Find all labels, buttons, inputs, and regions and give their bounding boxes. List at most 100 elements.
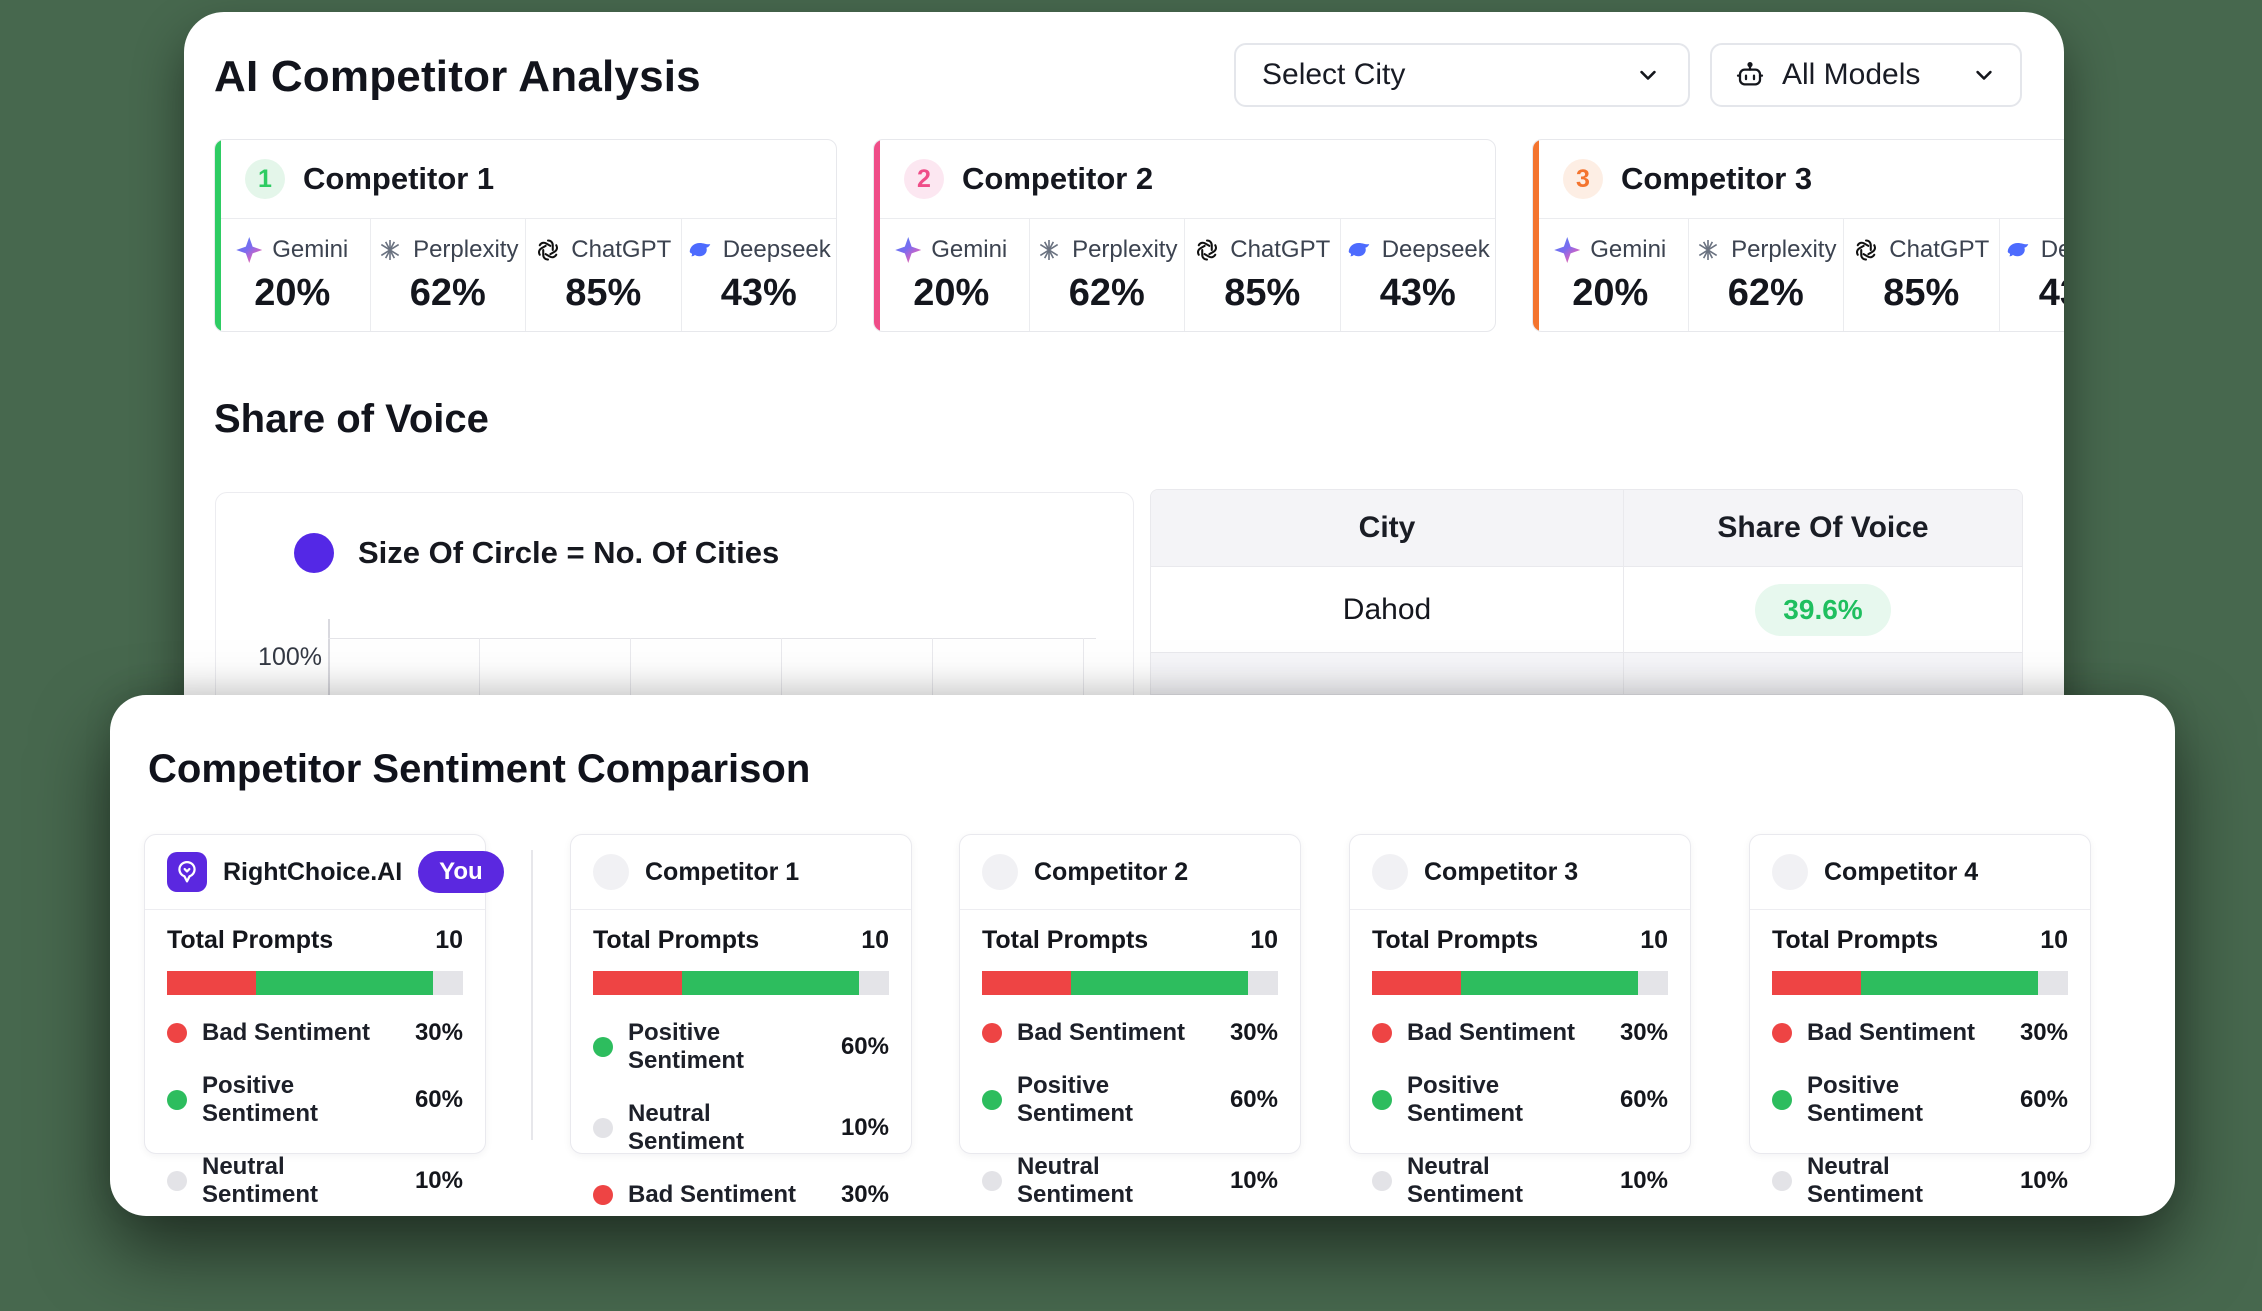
share-of-voice-title: Share of Voice — [214, 397, 489, 441]
sentiment-card-header: Competitor 4 — [1750, 835, 2090, 910]
entity-name: Competitor 1 — [645, 857, 800, 886]
sentiment-bar — [982, 971, 1278, 995]
total-prompts-label: Total Prompts — [1772, 926, 1939, 954]
model-stats: Gemini 20% Perplexity 62% ChatGPT 85% De… — [874, 219, 1495, 331]
share-badge: 39.6% — [1755, 583, 1891, 636]
sentiment-row-positive: Positive Sentiment 60% — [982, 1072, 1278, 1128]
sentiment-row-positive: Positive Sentiment 60% — [593, 1019, 889, 1075]
stat-chatgpt: ChatGPT 85% — [526, 219, 682, 331]
rank-badge: 3 — [1563, 159, 1603, 199]
gemini-icon — [895, 237, 922, 263]
table-row[interactable] — [1151, 652, 2022, 694]
rank-badge: 2 — [904, 159, 944, 199]
sentiment-row-positive: Positive Sentiment 60% — [1772, 1072, 2068, 1128]
stat-value: 43% — [1379, 272, 1456, 314]
total-prompts-label: Total Prompts — [167, 926, 334, 954]
total-prompts-label: Total Prompts — [593, 926, 760, 954]
competitor-1-header: 1 Competitor 1 — [215, 140, 836, 219]
sentiment-card-competitor-3: Competitor 3 Total Prompts 10 Bad Sentim… — [1349, 834, 1691, 1208]
bar-positive-segment — [255, 971, 434, 995]
city-cell: Dahod — [1151, 567, 1624, 652]
bar-bad-segment — [1372, 971, 1461, 995]
sentiment-card-header: Competitor 3 — [1350, 835, 1690, 910]
stat-perplexity: Perplexity 62% — [371, 219, 526, 331]
sentiment-row-neutral: Neutral Sentiment 10% — [982, 1153, 1278, 1209]
bar-bad-segment — [593, 971, 682, 995]
bad-dot-icon — [1372, 1023, 1392, 1043]
sentiment-row-positive: Positive Sentiment 60% — [167, 1072, 463, 1128]
competitor-2-header: 2 Competitor 2 — [874, 140, 1495, 219]
competitor-2-card: 2 Competitor 2 Gemini 20% Perplexity 62%… — [873, 139, 1496, 332]
sentiment-panel: Competitor Sentiment Comparison RightCho… — [110, 695, 2175, 1216]
total-prompts-value: 10 — [861, 926, 889, 954]
bar-bad-segment — [167, 971, 256, 995]
competitor-3-header: 3 Competitor 3 — [1533, 140, 2064, 219]
total-prompts-value: 10 — [1250, 926, 1278, 954]
vertical-divider — [531, 850, 533, 1140]
sentiment-card-header: RightChoice.AI You — [145, 835, 504, 910]
gemini-icon — [1554, 237, 1581, 263]
rightchoice-logo-icon — [167, 852, 207, 892]
total-prompts-label: Total Prompts — [1372, 926, 1539, 954]
bad-dot-icon — [167, 1023, 187, 1043]
avatar — [1772, 854, 1808, 890]
total-prompts-label: Total Prompts — [982, 926, 1149, 954]
sentiment-card-body: Total Prompts 10 Bad Sentiment 30% Positi… — [145, 910, 485, 1209]
sentiment-row-neutral: Neutral Sentiment 10% — [1772, 1153, 2068, 1209]
page-title: AI Competitor Analysis — [214, 52, 701, 101]
sentiment-row-neutral: Neutral Sentiment 10% — [1372, 1153, 1668, 1209]
table-row[interactable]: Dahod 39.6% — [1151, 567, 2022, 652]
sentiment-title: Competitor Sentiment Comparison — [148, 747, 811, 791]
bad-dot-icon — [593, 1185, 613, 1205]
entity-name: Competitor 2 — [1034, 857, 1189, 886]
sentiment-bar — [1372, 971, 1668, 995]
column-header-share: Share Of Voice — [1717, 511, 1929, 544]
perplexity-icon — [1036, 237, 1062, 263]
entity-name: Competitor 3 — [1424, 857, 1579, 886]
chatgpt-icon — [535, 237, 561, 263]
entity-name: RightChoice.AI — [223, 857, 403, 886]
stat-value: 20% — [1572, 272, 1649, 314]
chatgpt-icon — [1194, 237, 1220, 263]
sentiment-row-bad: Bad Sentiment 30% — [593, 1181, 889, 1209]
stat-value: 62% — [1727, 272, 1804, 314]
sentiment-card-competitor-2: Competitor 2 Total Prompts 10 Bad Sentim… — [959, 834, 1301, 1208]
stat-value: 62% — [409, 272, 486, 314]
stat-value: 20% — [913, 272, 990, 314]
model-stats: Gemini 20% Perplexity 62% ChatGPT 85% De… — [1533, 219, 2064, 331]
sentiment-card-body: Total Prompts 10 Bad Sentiment 30% Positi… — [1750, 910, 2090, 1209]
competitor-name: Competitor 3 — [1621, 161, 1813, 196]
stat-gemini: Gemini 20% — [1533, 219, 1689, 331]
bar-positive-segment — [1460, 971, 1639, 995]
sentiment-card-body: Total Prompts 10 Positive Sentiment 60% N… — [571, 910, 911, 1209]
stat-chatgpt: ChatGPT 85% — [1185, 219, 1341, 331]
sentiment-card-competitor-1: Competitor 1 Total Prompts 10 Positive S… — [570, 834, 912, 1208]
chatgpt-icon — [1853, 237, 1879, 263]
sentiment-row-neutral: Neutral Sentiment 10% — [593, 1100, 889, 1156]
share-of-voice-table: City Share Of Voice Dahod 39.6% — [1150, 489, 2023, 695]
sentiment-row-positive: Positive Sentiment 60% — [1372, 1072, 1668, 1128]
robot-icon — [1734, 59, 1766, 91]
stat-perplexity: Perplexity 62% — [1030, 219, 1185, 331]
stat-value: 62% — [1068, 272, 1145, 314]
total-prompts-value: 10 — [1640, 926, 1668, 954]
all-models-dropdown[interactable]: All Models — [1710, 43, 2022, 107]
sentiment-card-header: Competitor 1 — [571, 835, 911, 910]
column-header-city: City — [1151, 490, 1624, 566]
sentiment-bar — [1772, 971, 2068, 995]
neutral-dot-icon — [167, 1171, 187, 1191]
gridline — [328, 638, 1096, 639]
bar-bad-segment — [1772, 971, 1861, 995]
select-city-dropdown[interactable]: Select City — [1234, 43, 1690, 107]
positive-dot-icon — [1372, 1090, 1392, 1110]
stat-gemini: Gemini 20% — [874, 219, 1030, 331]
competitor-3-card: 3 Competitor 3 Gemini 20% Perplexity 62%… — [1532, 139, 2064, 332]
sentiment-row-bad: Bad Sentiment 30% — [1772, 1019, 2068, 1047]
deepseek-icon — [687, 237, 713, 263]
legend-circle-icon — [294, 533, 334, 573]
avatar — [982, 854, 1018, 890]
bar-positive-segment — [681, 971, 860, 995]
select-city-value: Select City — [1262, 58, 1406, 91]
deepseek-icon — [1346, 237, 1372, 263]
stat-value: 20% — [254, 272, 331, 314]
